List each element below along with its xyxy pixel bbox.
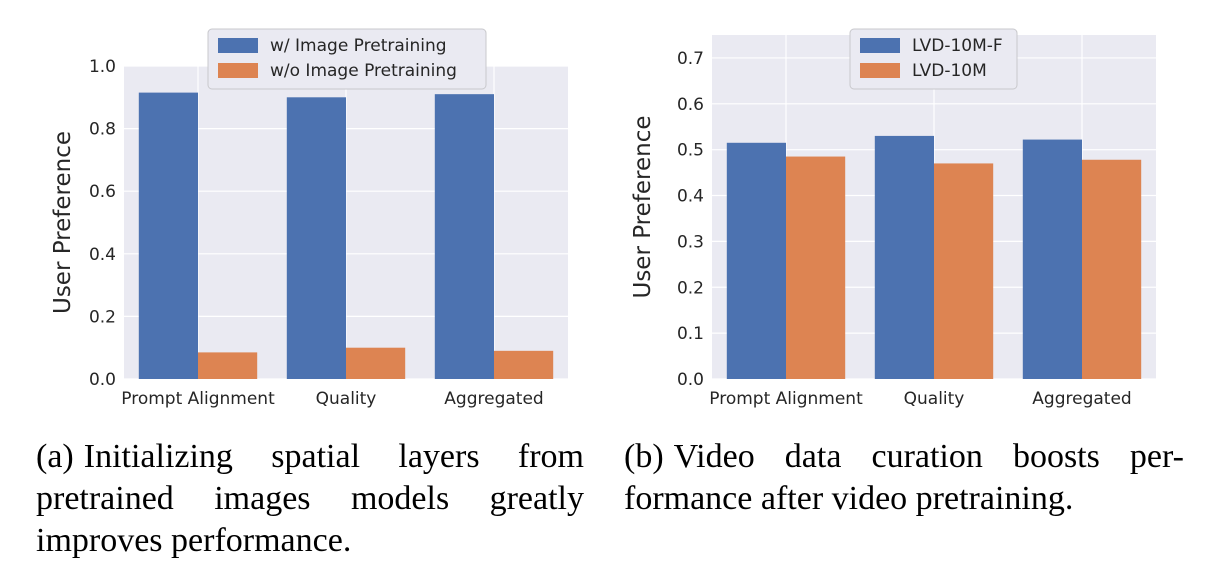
chart-b: 0.0 0.1 0.2 0.3 0.4 0.5 0.6 0.7 Prompt Alignment…	[630, 28, 1156, 409]
legend-swatch	[218, 38, 258, 53]
bar-lvd-10m-f-2	[1022, 139, 1082, 379]
y-tick-label: 0.4	[89, 245, 116, 265]
y-tick-label: 0.4	[677, 187, 704, 207]
y-tick-label: 0.8	[89, 120, 116, 140]
legend-box	[207, 28, 487, 90]
caption-a-tag: (a)	[36, 438, 74, 475]
caption-b-text: Video data curation boosts per-formance …	[624, 438, 1184, 517]
y-tick-label: 0.2	[677, 278, 704, 298]
bar-lvd-10m-f-1	[874, 135, 934, 379]
y-tick-label: 1.0	[89, 57, 116, 77]
bar-w-image-pretraining-0	[138, 92, 198, 379]
legend-label: w/o Image Pretraining	[270, 61, 457, 81]
y-tick-label: 0.6	[89, 182, 116, 202]
legend-label: LVD-10M-F	[912, 36, 1003, 56]
legend-label: w/ Image Pretraining	[270, 36, 447, 56]
bar-lvd-10m-2	[1082, 159, 1142, 379]
x-tick-label: Quality	[316, 389, 377, 409]
y-tick-label: 0.1	[677, 324, 704, 344]
x-tick-label: Quality	[904, 389, 965, 409]
y-tick-label: 0.6	[677, 95, 704, 115]
chart-a: 0.0 0.2 0.4 0.6 0.8 1.0 Prompt Alignment Qualit…	[50, 28, 568, 409]
bar-w-o-image-pretraining-1	[346, 347, 406, 379]
caption-b: (b) Video data curation boosts per-forman…	[624, 436, 1184, 520]
y-tick-label: 0.7	[677, 49, 704, 69]
legend-swatch	[218, 63, 258, 78]
y-tick-label: 0.0	[89, 370, 116, 390]
x-tick-label: Aggregated	[1032, 389, 1131, 409]
bar-w-o-image-pretraining-0	[198, 352, 258, 379]
bar-w-o-image-pretraining-2	[494, 350, 554, 379]
legend-swatch	[860, 63, 900, 78]
x-tick-label: Prompt Alignment	[121, 389, 275, 409]
x-tick-label: Prompt Alignment	[709, 389, 863, 409]
legend-swatch	[860, 38, 900, 53]
y-axis-label: User Preference	[50, 131, 76, 314]
legend-label: LVD-10M	[912, 61, 987, 81]
y-axis-label: User Preference	[630, 115, 656, 298]
bar-lvd-10m-1	[934, 163, 994, 379]
y-tick-label: 0.2	[89, 307, 116, 327]
caption-b-tag: (b)	[624, 438, 664, 475]
y-tick-label: 0.3	[677, 232, 704, 252]
bar-w-image-pretraining-2	[434, 94, 494, 380]
x-tick-label: Aggregated	[444, 389, 543, 409]
bar-w-image-pretraining-1	[286, 97, 346, 380]
bar-lvd-10m-f-0	[726, 142, 786, 379]
caption-a-text: Initializing spatial layers from pretrai…	[36, 438, 584, 559]
caption-a: (a) Initializing spatial layers from pret…	[36, 436, 584, 562]
y-tick-label: 0.5	[677, 141, 704, 161]
bar-lvd-10m-0	[786, 156, 846, 379]
y-tick-label: 0.0	[677, 370, 704, 390]
